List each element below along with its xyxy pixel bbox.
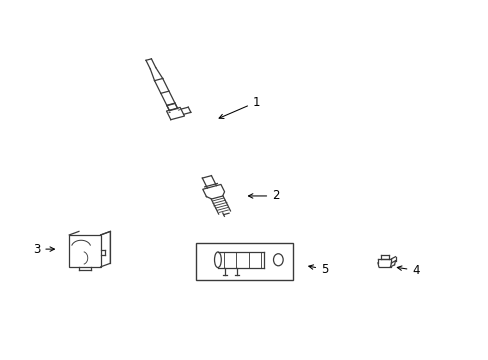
- Text: 3: 3: [33, 243, 54, 256]
- Text: 2: 2: [248, 189, 279, 202]
- Text: 5: 5: [308, 263, 328, 276]
- Bar: [69, 235, 101, 267]
- Bar: [196, 243, 292, 280]
- Text: 4: 4: [396, 264, 419, 277]
- Text: 1: 1: [219, 95, 260, 118]
